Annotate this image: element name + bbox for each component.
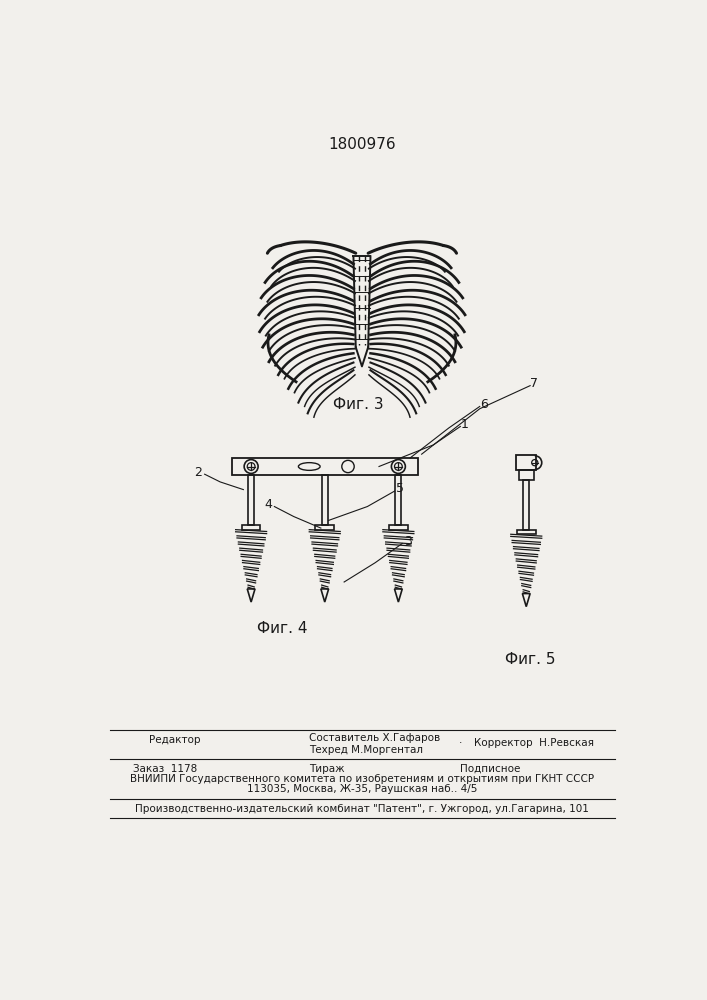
Text: 113035, Москва, Ж-35, Раушская наб.. 4/5: 113035, Москва, Ж-35, Раушская наб.. 4/5: [247, 784, 477, 794]
Text: Тираж: Тираж: [309, 764, 345, 774]
Text: 6: 6: [479, 398, 488, 411]
Text: Фиг. 4: Фиг. 4: [257, 621, 308, 636]
Text: 4: 4: [264, 498, 272, 511]
Bar: [395, 475, 402, 525]
Text: 2: 2: [194, 466, 202, 479]
Bar: [248, 475, 255, 525]
Bar: [232, 458, 418, 475]
Text: Подписное: Подписное: [460, 764, 521, 774]
Text: 1800976: 1800976: [328, 137, 396, 152]
Text: Составитель Х.Гафаров: Составитель Х.Гафаров: [309, 733, 440, 743]
Bar: [518, 470, 534, 480]
Bar: [315, 525, 334, 530]
Bar: [523, 480, 530, 530]
Bar: [516, 455, 537, 470]
Text: Фиг. 5: Фиг. 5: [505, 652, 556, 666]
Text: Корректор  Н.Ревская: Корректор Н.Ревская: [474, 738, 595, 748]
Text: ВНИИПИ Государственного комитета по изобретениям и открытиям при ГКНТ СССР: ВНИИПИ Государственного комитета по изоб…: [130, 774, 594, 784]
Text: Заказ  1178: Заказ 1178: [134, 764, 197, 774]
Text: Фиг. 3: Фиг. 3: [333, 397, 383, 412]
Text: 3: 3: [404, 535, 411, 548]
Bar: [389, 525, 408, 530]
Bar: [322, 475, 328, 525]
Text: ·: ·: [459, 738, 462, 748]
Bar: [242, 525, 260, 530]
Text: Производственно-издательский комбинат "Патент", г. Ужгород, ул.Гагарина, 101: Производственно-издательский комбинат "П…: [135, 804, 589, 814]
Bar: [517, 530, 535, 534]
Text: 1: 1: [460, 418, 468, 431]
Text: 5: 5: [396, 482, 404, 495]
Text: Техред М.Моргентал: Техред М.Моргентал: [309, 745, 423, 755]
Text: 7: 7: [530, 377, 538, 390]
Text: Редактор: Редактор: [149, 735, 200, 745]
